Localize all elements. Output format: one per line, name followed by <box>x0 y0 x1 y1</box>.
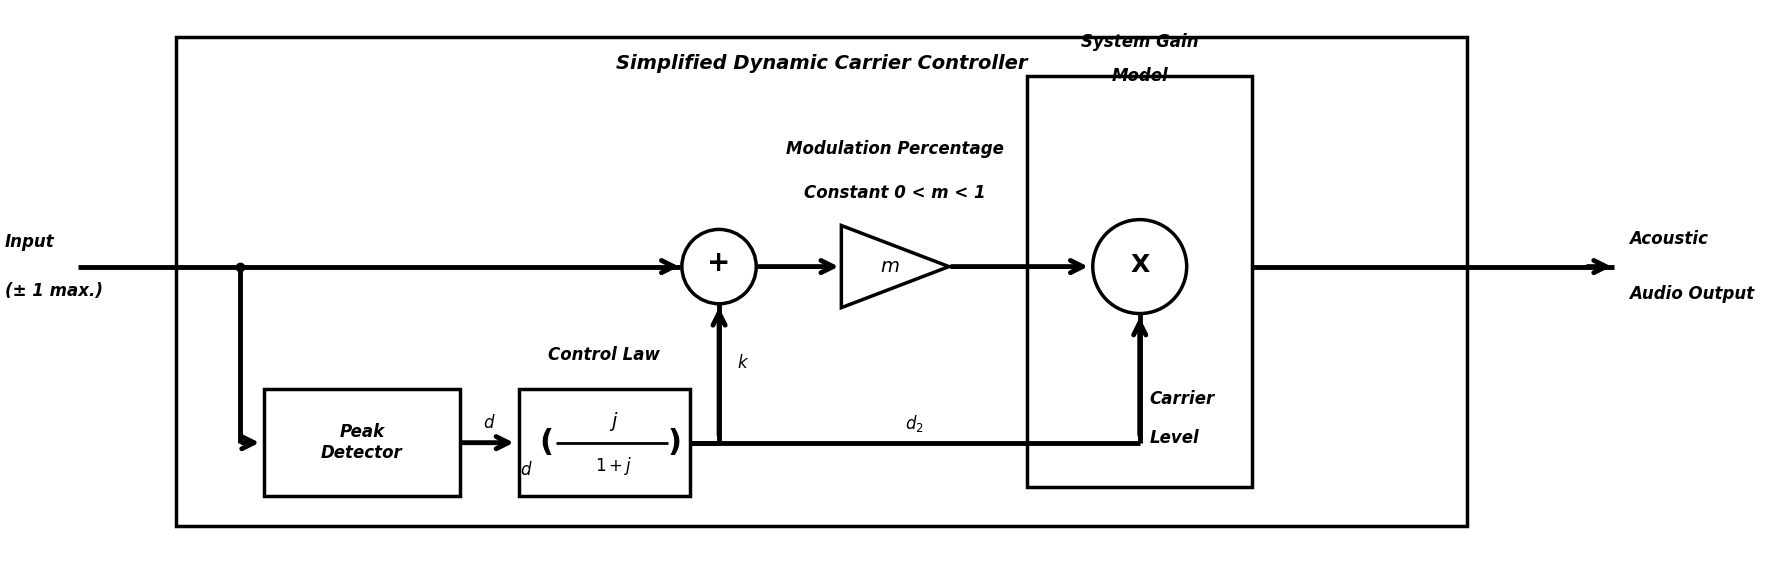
Text: Acoustic: Acoustic <box>1628 230 1708 248</box>
Text: $\mathit{m}$: $\mathit{m}$ <box>881 257 900 276</box>
Text: $\mathit{j}$: $\mathit{j}$ <box>610 410 618 432</box>
Text: $\mathit{d}$: $\mathit{d}$ <box>519 461 533 479</box>
Text: (: ( <box>539 428 553 457</box>
Text: Constant 0 < m < 1: Constant 0 < m < 1 <box>804 184 985 202</box>
Text: Input: Input <box>5 233 55 251</box>
Circle shape <box>682 229 757 304</box>
Text: Audio Output: Audio Output <box>1628 285 1754 303</box>
Bar <box>264 389 459 496</box>
Bar <box>519 389 689 496</box>
Text: Level: Level <box>1150 429 1200 447</box>
Text: System Gain: System Gain <box>1081 33 1198 50</box>
Text: +: + <box>707 248 730 277</box>
Text: Simplified Dynamic Carrier Controller: Simplified Dynamic Carrier Controller <box>617 54 1028 73</box>
Text: Peak
Detector: Peak Detector <box>321 423 402 462</box>
Text: $\mathit{d}_2$: $\mathit{d}_2$ <box>905 413 925 434</box>
Text: ): ) <box>668 428 682 457</box>
Text: $\mathit{k}$: $\mathit{k}$ <box>737 355 750 373</box>
Text: $\mathit{d}$: $\mathit{d}$ <box>482 414 496 432</box>
Text: Control Law: Control Law <box>548 346 659 364</box>
Text: $\mathit{1+j}$: $\mathit{1+j}$ <box>595 455 633 477</box>
Circle shape <box>1093 220 1187 314</box>
Text: Model: Model <box>1111 67 1168 85</box>
Text: Carrier: Carrier <box>1150 390 1216 408</box>
Text: Modulation Percentage: Modulation Percentage <box>787 140 1005 158</box>
Text: X: X <box>1131 253 1150 277</box>
Polygon shape <box>842 226 950 308</box>
Text: (± 1 max.): (± 1 max.) <box>5 282 103 300</box>
Bar <box>175 37 1467 526</box>
Bar <box>1028 76 1253 487</box>
